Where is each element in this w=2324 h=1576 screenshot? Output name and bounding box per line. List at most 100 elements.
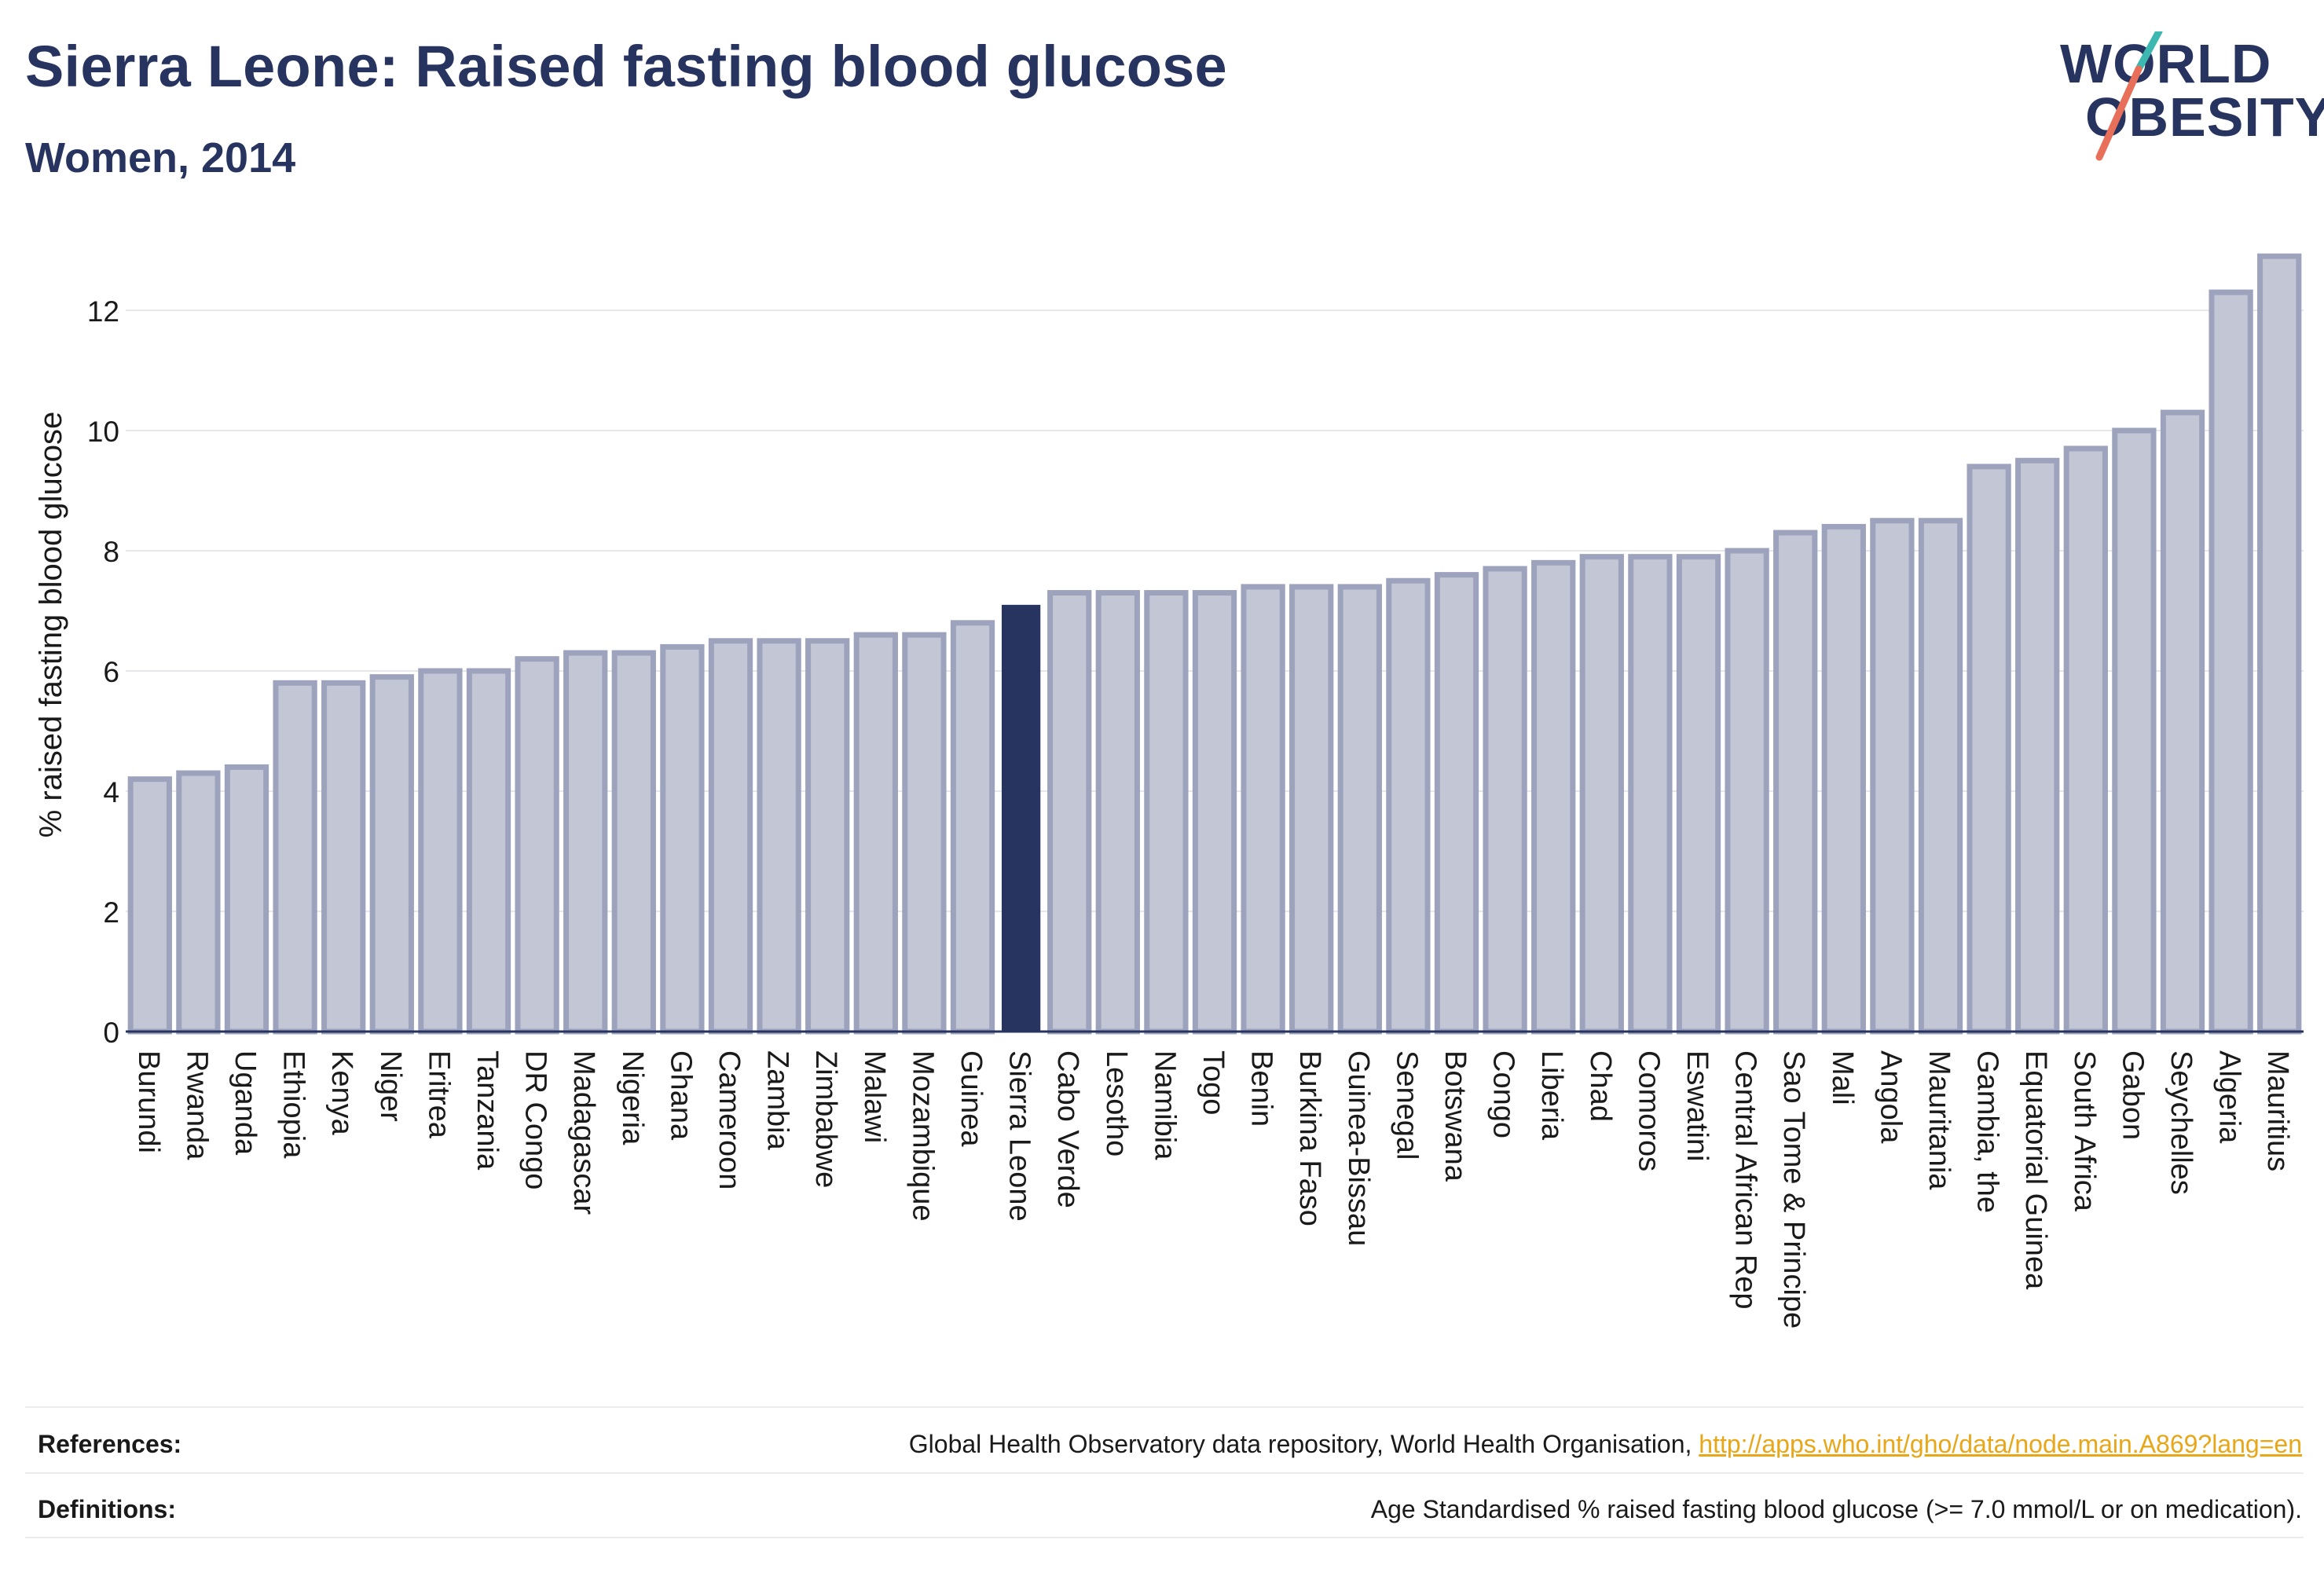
bar	[176, 770, 221, 1035]
footer-divider-top	[25, 1406, 2304, 1408]
x-tick-label: DR Congo	[519, 1050, 552, 1189]
bar	[1386, 577, 1431, 1035]
bar	[2160, 409, 2205, 1035]
y-tick-label: 0	[103, 1017, 119, 1049]
x-tick-label: Namibia	[1148, 1050, 1181, 1160]
references-link[interactable]: http://apps.who.int/gho/data/node.main.A…	[1699, 1430, 2302, 1458]
logo-line-1: WORLD	[2060, 33, 2272, 94]
references-source: Global Health Observatory data repositor…	[908, 1430, 1699, 1458]
x-tick-label: Uganda	[229, 1050, 262, 1156]
x-tick-label: Zambia	[761, 1050, 794, 1151]
x-tick-label: Ghana	[664, 1050, 697, 1141]
bar	[1047, 590, 1092, 1035]
bar	[708, 638, 753, 1035]
bar	[1967, 464, 2011, 1035]
x-tick-label: Kenya	[325, 1050, 358, 1136]
x-tick-label: Madagascar	[567, 1050, 600, 1215]
x-tick-label: Cameroon	[713, 1050, 746, 1189]
x-tick-label: Congo	[1487, 1050, 1520, 1138]
bar	[757, 638, 801, 1035]
bar	[515, 656, 559, 1035]
bar	[1531, 559, 1576, 1035]
bar	[1628, 554, 1673, 1035]
x-tick-label: Guinea	[955, 1050, 988, 1147]
y-tick-label: 4	[103, 776, 119, 808]
bar	[1483, 566, 1527, 1035]
bar-highlighted	[1001, 604, 1041, 1032]
bar	[1821, 523, 1866, 1035]
bar	[224, 764, 269, 1035]
x-tick-label: Mali	[1826, 1050, 1859, 1105]
logo-slash-icon	[2095, 31, 2163, 161]
bar	[902, 632, 947, 1035]
x-tick-label: Liberia	[1535, 1050, 1568, 1141]
bar	[1773, 530, 1818, 1035]
x-tick-label: Ethiopia	[277, 1050, 310, 1159]
x-tick-label: Mauritius	[2261, 1050, 2294, 1171]
x-tick-label: Sierra Leone	[1003, 1050, 1036, 1222]
footer-divider-middle	[25, 1472, 2304, 1474]
x-tick-label: Lesotho	[1100, 1050, 1133, 1156]
y-tick-label: 12	[87, 295, 119, 328]
x-tick-labels: Burundi Rwanda Uganda Ethiopia Kenya Niger Eri…	[132, 1050, 2294, 1329]
x-tick-label: Comoros	[1632, 1050, 1665, 1171]
bar	[950, 620, 995, 1035]
bar	[127, 776, 172, 1035]
x-tick-label: Algeria	[2213, 1050, 2246, 1144]
bar	[466, 668, 511, 1035]
x-tick-label: Gambia, the	[1971, 1050, 2004, 1213]
x-tick-label: Eritrea	[422, 1050, 455, 1139]
x-tick-label: Malawi	[858, 1050, 891, 1143]
bar-chart: 0 2 4 6 8 10 12 Burundi Rwanda Uganda Ethiopia Ken…	[34, 253, 2304, 1329]
x-tick-label: Mozambique	[906, 1050, 939, 1222]
bar	[1095, 590, 1140, 1035]
bar	[1918, 518, 1963, 1035]
bar	[369, 674, 414, 1035]
bar	[1676, 554, 1721, 1035]
x-tick-label: Central African Rep	[1729, 1050, 1762, 1310]
bar	[1725, 548, 1769, 1035]
bar	[1434, 572, 1479, 1035]
x-tick-label: Tanzania	[471, 1050, 504, 1171]
x-tick-label: Seychelles	[2165, 1050, 2198, 1195]
bar	[1192, 590, 1237, 1035]
chart-subtitle: Women, 2014	[25, 134, 296, 181]
bar	[2209, 289, 2253, 1035]
bar	[660, 643, 705, 1035]
bar	[273, 680, 317, 1035]
y-tick-label: 10	[87, 416, 119, 448]
references-label: References:	[38, 1430, 182, 1458]
references-text: Global Health Observatory data repositor…	[909, 1430, 2302, 1459]
x-tick-label: Burundi	[132, 1050, 165, 1153]
x-tick-label: Burkina Faso	[1293, 1050, 1326, 1226]
x-tick-label: Gabon	[2116, 1050, 2149, 1140]
bar	[321, 680, 366, 1035]
x-tick-label: Equatorial Guinea	[2019, 1050, 2052, 1290]
x-tick-label: Eswatini	[1681, 1050, 1714, 1162]
footer-divider-bottom	[25, 1537, 2304, 1538]
bar	[1337, 584, 1382, 1035]
bar	[1144, 590, 1189, 1035]
bar	[853, 632, 898, 1035]
x-tick-label: Angola	[1874, 1050, 1907, 1144]
x-tick-label: Zimbabwe	[809, 1050, 842, 1188]
x-tick-label: Rwanda	[180, 1050, 213, 1160]
x-tick-label: Niger	[374, 1050, 407, 1122]
x-tick-label: South Africa	[2068, 1050, 2101, 1212]
x-tick-label: Chad	[1584, 1050, 1617, 1122]
definitions-text: Age Standardised % raised fasting blood …	[1370, 1495, 2302, 1523]
definitions-label: Definitions:	[38, 1495, 176, 1523]
x-tick-label: Guinea-Bissau	[1342, 1050, 1375, 1246]
bar	[1289, 584, 1334, 1035]
x-tick-label: Togo	[1197, 1050, 1230, 1115]
world-obesity-logo: WORLD OBESITY	[2052, 31, 2324, 165]
bar	[1241, 584, 1285, 1035]
x-tick-label: Mauritania	[1923, 1050, 1956, 1190]
bars	[127, 253, 2302, 1035]
x-tick-label: Sao Tome & Principe	[1777, 1050, 1810, 1329]
bar	[2112, 427, 2157, 1035]
bar	[805, 638, 850, 1035]
y-tick-label: 6	[103, 656, 119, 688]
bar	[2015, 457, 2060, 1035]
bar	[2257, 253, 2302, 1035]
